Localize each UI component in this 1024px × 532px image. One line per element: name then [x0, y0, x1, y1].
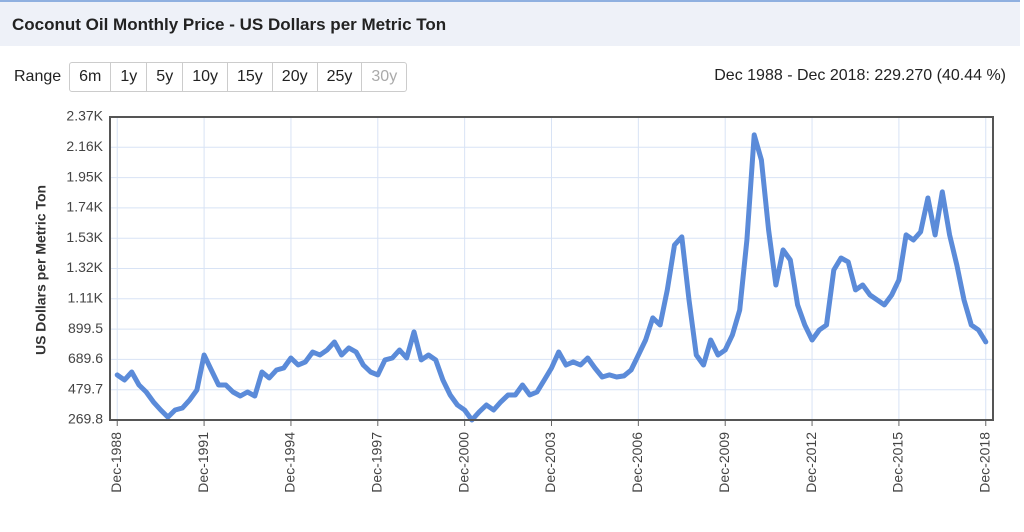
y-tick-label: 1.74K — [66, 199, 103, 215]
range-button[interactable]: 20y — [271, 63, 317, 91]
y-axis-title: US Dollars per Metric Ton — [33, 185, 49, 355]
y-tick-label: 689.6 — [68, 350, 103, 366]
x-tick-label: Dec-2012 — [803, 432, 819, 493]
x-tick-label: Dec-1988 — [108, 432, 124, 493]
y-tick-label: 899.5 — [68, 320, 103, 336]
x-tick-label: Dec-2018 — [976, 432, 992, 493]
header: Coconut Oil Monthly Price - US Dollars p… — [0, 0, 1020, 46]
x-tick-label: Dec-2000 — [455, 432, 471, 493]
y-tick-label: 479.7 — [68, 380, 103, 396]
range-label: Range — [14, 68, 62, 85]
x-tick-label: Dec-2006 — [629, 432, 645, 493]
x-tick-label: Dec-1991 — [195, 432, 211, 493]
range-button[interactable]: 15y — [227, 63, 272, 91]
range-button[interactable]: 1y — [110, 63, 146, 91]
range-button[interactable]: 10y — [182, 63, 227, 91]
x-tick-label: Dec-2003 — [542, 432, 558, 493]
line-series — [114, 132, 989, 423]
y-tick-label: 2.16K — [66, 138, 103, 154]
range-button[interactable]: 5y — [146, 63, 182, 91]
y-tick-label: 2.37K — [66, 108, 103, 124]
plot-border — [109, 116, 994, 421]
y-tick-label: 1.11K — [67, 290, 103, 306]
range-button[interactable]: 6m — [79, 68, 102, 85]
summary: Dec 1988 - Dec 2018: 229.270 (40.44 %) — [714, 67, 1006, 84]
y-tick-label: 1.53K — [66, 229, 103, 245]
y-tick-label: 269.8 — [68, 411, 103, 427]
range-button[interactable]: 25y — [316, 63, 362, 91]
x-tick-label: Dec-1997 — [368, 432, 384, 493]
range-button[interactable]: 30y — [361, 63, 406, 91]
x-tick-label: Dec-2009 — [716, 432, 732, 493]
y-tick-label: 1.32K — [66, 259, 103, 275]
x-tick-label: Dec-1994 — [282, 432, 298, 493]
range-selector: Range 6m 1y 5y 10y 15y 20y 25y 30y — [14, 62, 408, 92]
chart-title: Coconut Oil Monthly Price - US Dollars p… — [12, 15, 447, 34]
x-tick-label: Dec-2015 — [890, 432, 906, 493]
y-tick-label: 1.95K — [66, 168, 103, 184]
range-buttons: 6m 1y 5y 10y 15y 20y 25y 30y — [69, 62, 408, 92]
